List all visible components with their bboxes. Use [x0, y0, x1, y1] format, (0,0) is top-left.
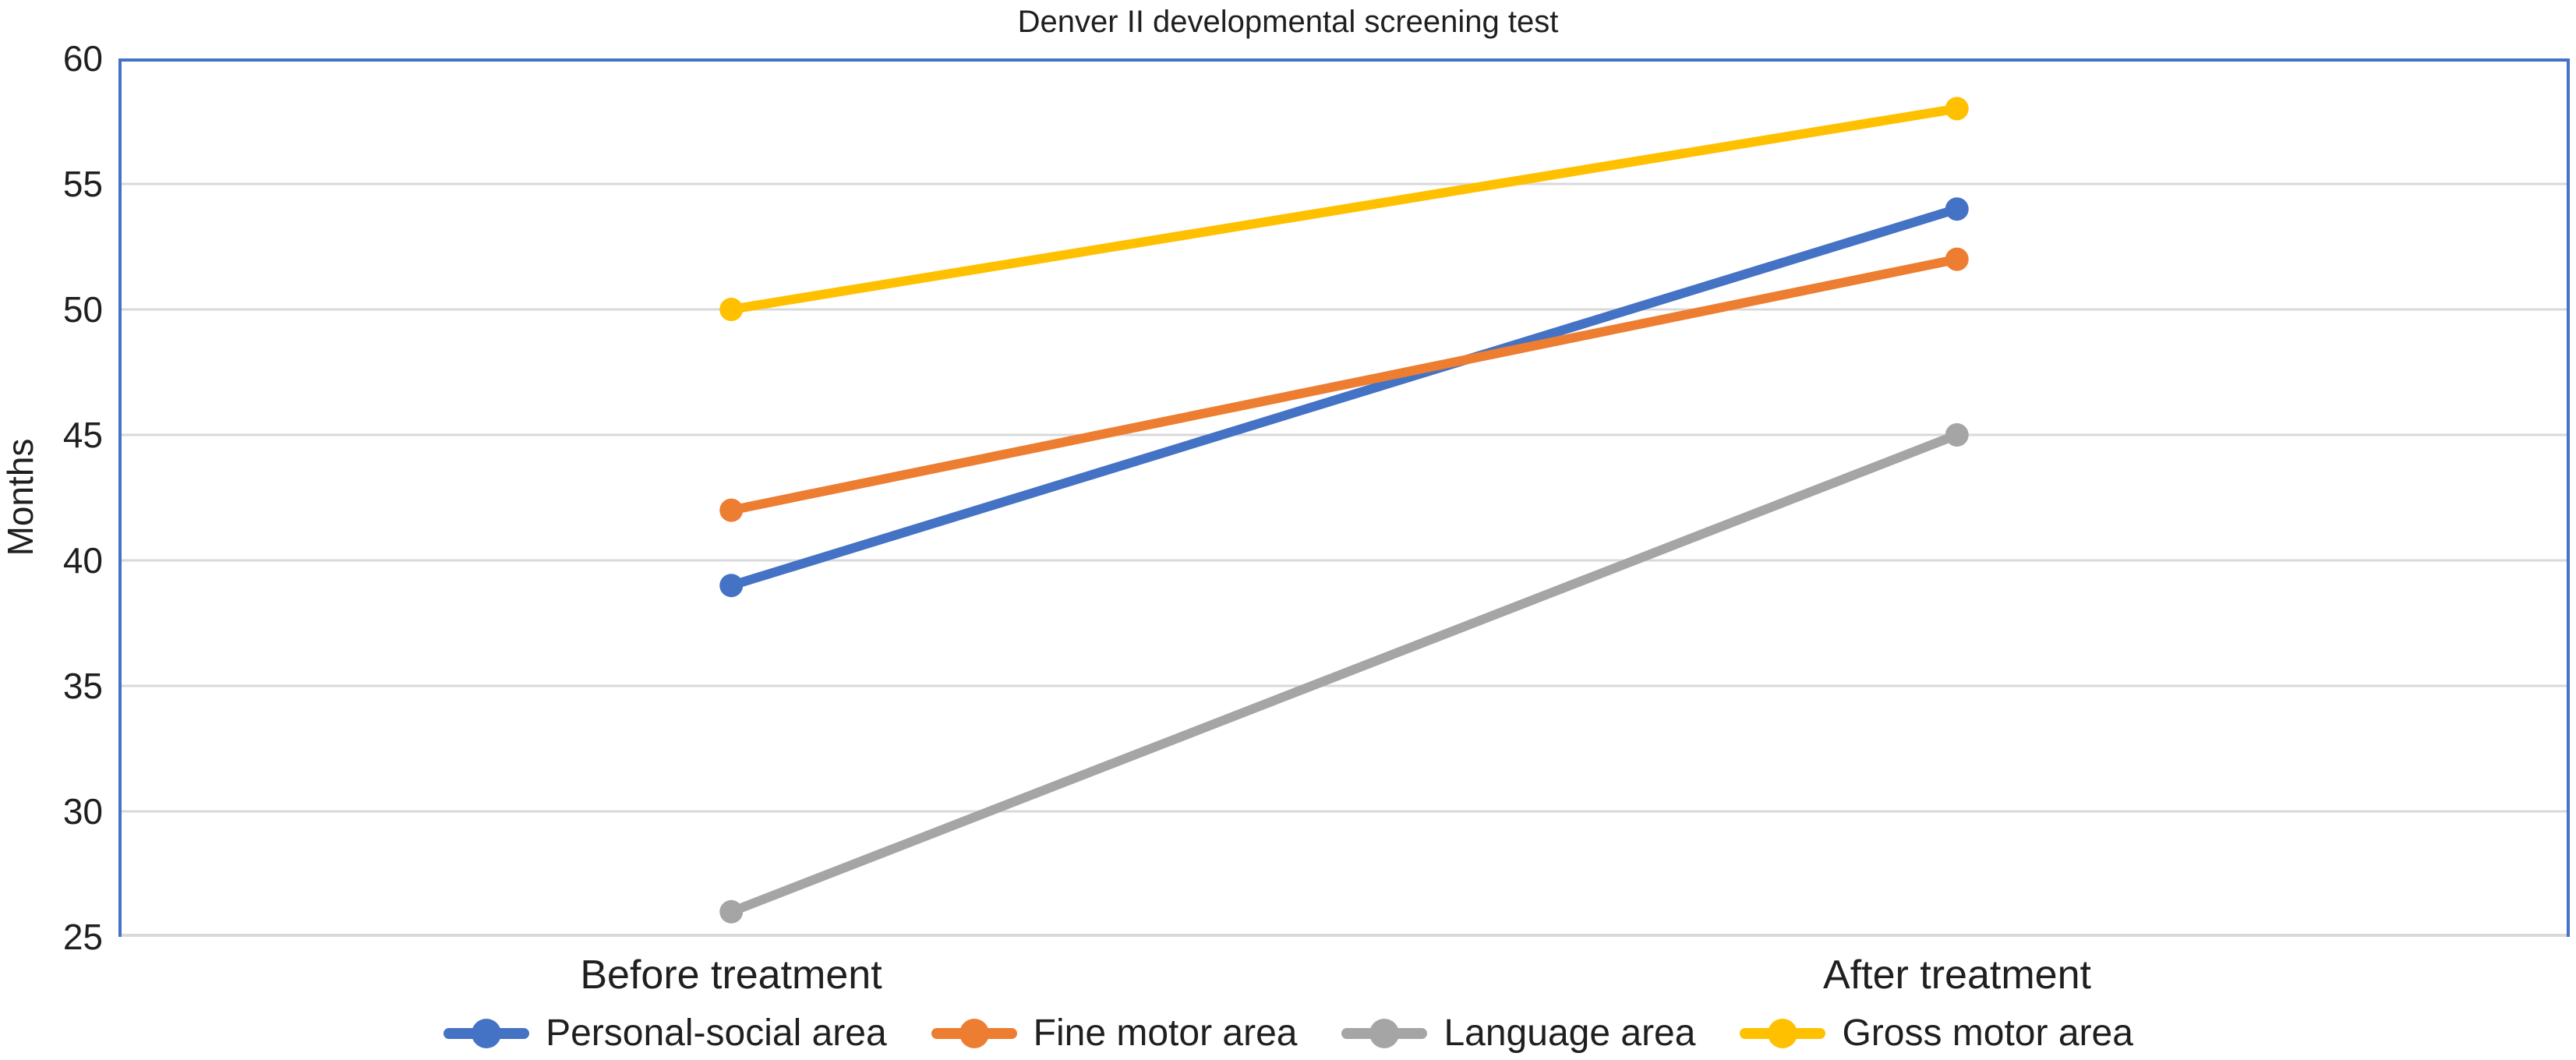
- y-axis-title: Months: [0, 438, 41, 556]
- y-tick-label-35: 35: [62, 666, 103, 706]
- data-point-language-area-0: [719, 899, 744, 924]
- x-axis-label-after-treatment: After treatment: [1823, 952, 2091, 998]
- legend-key-icon: [443, 1019, 530, 1048]
- chart-title: Denver II developmental screening test: [1017, 5, 1559, 39]
- series-line-gross-motor-area: [726, 104, 1962, 314]
- legend-item-fine-motor-area: Fine motor area: [931, 1010, 1298, 1057]
- y-tick-label-25: 25: [62, 917, 103, 957]
- data-point-personal-social-area-0: [719, 574, 744, 598]
- y-tick-label-30: 30: [62, 791, 103, 832]
- data-point-fine-motor-area-0: [719, 498, 744, 522]
- legend-item-personal-social-area: Personal-social area: [443, 1010, 887, 1057]
- plot-area: [118, 58, 2570, 937]
- y-tick-label-55: 55: [62, 164, 103, 204]
- data-point-gross-motor-area-0: [719, 298, 744, 321]
- data-point-language-area-1: [1945, 423, 1969, 447]
- legend-item-language-area: Language area: [1341, 1010, 1695, 1057]
- legend-key-icon: [1341, 1019, 1428, 1048]
- legend-item-gross-motor-area: Gross motor area: [1739, 1010, 2133, 1057]
- y-tick-label-40: 40: [62, 540, 103, 581]
- data-point-personal-social-area-1: [1945, 197, 1969, 221]
- legend: Personal-social area Fine motor area Langu…: [0, 1010, 2576, 1057]
- data-point-fine-motor-area-1: [1945, 247, 1969, 271]
- data-point-gross-motor-area-1: [1945, 97, 1969, 121]
- plot-svg: [118, 58, 2570, 937]
- y-tick-label-50: 50: [62, 289, 103, 330]
- legend-label: Language area: [1443, 1012, 1696, 1054]
- legend-key-icon: [931, 1019, 1017, 1048]
- series-line-fine-motor-area: [726, 254, 1962, 515]
- legend-label: Personal-social area: [546, 1012, 887, 1054]
- legend-key-icon: [1740, 1019, 1826, 1048]
- x-axis-label-before-treatment: Before treatment: [580, 952, 882, 998]
- series-line-personal-social-area: [726, 204, 1962, 591]
- series-line-language-area: [726, 430, 1962, 917]
- legend-label: Gross motor area: [1842, 1012, 2133, 1054]
- y-tick-label-60: 60: [62, 38, 103, 79]
- legend-label: Fine motor area: [1033, 1012, 1298, 1054]
- y-tick-label-45: 45: [62, 415, 103, 455]
